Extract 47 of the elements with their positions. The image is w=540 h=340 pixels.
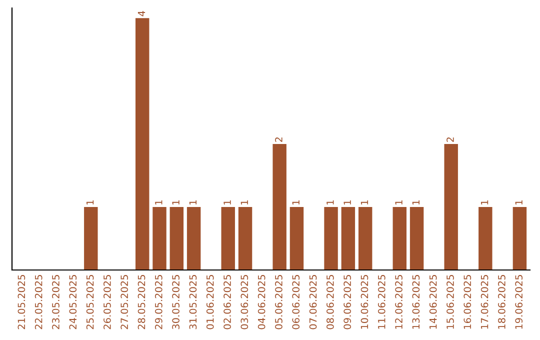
data-label: 1 bbox=[172, 200, 180, 205]
data-label: 1 bbox=[224, 200, 231, 205]
x-tick-label: 23.05.2025 bbox=[52, 275, 60, 330]
x-tick-label: 11.06.2025 bbox=[378, 275, 386, 329]
x-tick-label: 05.06.2025 bbox=[275, 275, 282, 330]
x-tick-label: 17.06.2025 bbox=[480, 275, 488, 329]
data-label: 1 bbox=[155, 200, 162, 205]
data-label: 1 bbox=[360, 200, 368, 205]
data-label: 1 bbox=[344, 200, 351, 205]
x-tick-label: 14.06.2025 bbox=[429, 275, 437, 329]
x-tick-label: 29.05.2025 bbox=[154, 275, 162, 330]
x-tick-label: 16.06.2025 bbox=[464, 275, 472, 329]
data-label: 1 bbox=[515, 200, 522, 205]
x-tick-label: 18.06.2025 bbox=[498, 275, 506, 329]
x-tick-label: 30.05.2025 bbox=[172, 275, 180, 330]
data-label: 2 bbox=[275, 137, 282, 142]
x-tick-label: 28.05.2025 bbox=[138, 275, 146, 330]
data-label: 1 bbox=[189, 200, 196, 205]
x-tick-label: 25.05.2025 bbox=[86, 275, 94, 330]
x-tick-label: 19.06.2025 bbox=[515, 275, 523, 329]
x-tick-label: 10.06.2025 bbox=[360, 275, 368, 329]
data-label: 2 bbox=[446, 137, 454, 142]
data-label: 1 bbox=[481, 200, 488, 205]
x-tick-label: 04.06.2025 bbox=[258, 275, 266, 330]
x-tick-label: 13.06.2025 bbox=[412, 275, 420, 329]
data-label: 1 bbox=[240, 200, 248, 205]
x-tick-label: 07.06.2025 bbox=[309, 275, 317, 330]
x-tick-label: 21.05.2025 bbox=[18, 275, 26, 330]
x-tick-label: 26.05.2025 bbox=[104, 275, 111, 330]
data-label: 1 bbox=[292, 200, 300, 205]
data-label: 1 bbox=[86, 200, 94, 205]
x-tick-label: 08.06.2025 bbox=[326, 275, 334, 330]
data-label: 1 bbox=[326, 200, 334, 205]
x-tick-label: 02.06.2025 bbox=[224, 275, 231, 330]
x-tick-label: 09.06.2025 bbox=[344, 275, 352, 330]
data-label: 1 bbox=[395, 200, 402, 205]
x-tick-label: 24.05.2025 bbox=[69, 275, 77, 330]
x-tick-label: 12.06.2025 bbox=[395, 275, 402, 329]
data-label: 1 bbox=[412, 200, 420, 205]
x-tick-label: 01.06.2025 bbox=[206, 275, 214, 330]
x-tick-label: 27.05.2025 bbox=[120, 275, 128, 330]
x-tick-label: 15.06.2025 bbox=[446, 275, 454, 329]
x-tick-label: 03.06.2025 bbox=[240, 275, 248, 330]
x-tick-label: 06.06.2025 bbox=[292, 275, 300, 330]
x-tick-label: 22.05.2025 bbox=[34, 275, 42, 330]
x-tick-label: 31.05.2025 bbox=[189, 275, 197, 330]
data-label: 4 bbox=[138, 11, 146, 16]
